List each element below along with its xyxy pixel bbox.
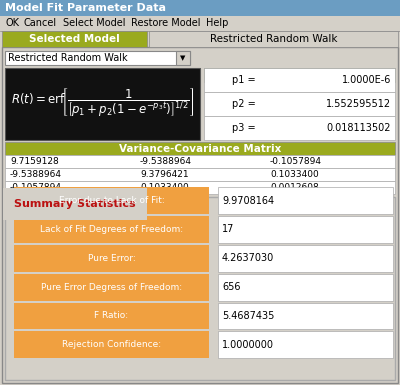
Text: Restricted Random Walk: Restricted Random Walk	[8, 53, 128, 63]
FancyBboxPatch shape	[218, 216, 393, 243]
Text: Parameters: Parameters	[266, 70, 334, 80]
Text: -9.5388964: -9.5388964	[10, 170, 62, 179]
FancyBboxPatch shape	[218, 187, 393, 214]
FancyBboxPatch shape	[218, 245, 393, 272]
FancyBboxPatch shape	[14, 331, 209, 358]
Text: 9.9708164: 9.9708164	[222, 196, 274, 206]
FancyBboxPatch shape	[5, 197, 395, 380]
FancyBboxPatch shape	[0, 0, 400, 16]
FancyBboxPatch shape	[14, 245, 209, 272]
FancyBboxPatch shape	[2, 31, 147, 47]
FancyBboxPatch shape	[5, 181, 395, 194]
Text: 17: 17	[222, 224, 234, 234]
Text: Restore Model: Restore Model	[131, 18, 200, 28]
Text: 0.1033400: 0.1033400	[140, 183, 189, 192]
Text: Variance-Covariance Matrix: Variance-Covariance Matrix	[119, 144, 281, 154]
Text: 0.1033400: 0.1033400	[270, 170, 319, 179]
FancyBboxPatch shape	[14, 216, 209, 243]
FancyBboxPatch shape	[5, 142, 395, 155]
Text: OK: OK	[5, 18, 19, 28]
Text: Error due to Lack of Fit:: Error due to Lack of Fit:	[59, 196, 164, 205]
FancyBboxPatch shape	[5, 51, 190, 65]
Text: 9.3796421: 9.3796421	[140, 170, 189, 179]
FancyBboxPatch shape	[14, 274, 209, 301]
FancyBboxPatch shape	[176, 51, 190, 65]
FancyBboxPatch shape	[204, 68, 395, 82]
Text: Selected Model: Selected Model	[29, 34, 120, 44]
FancyBboxPatch shape	[204, 68, 395, 92]
Text: p2 =: p2 =	[232, 99, 256, 109]
Text: 5.4687435: 5.4687435	[222, 311, 274, 321]
Text: F Ratio:: F Ratio:	[94, 311, 128, 320]
Text: Restricted Random Walk: Restricted Random Walk	[210, 34, 337, 44]
FancyBboxPatch shape	[218, 274, 393, 301]
FancyBboxPatch shape	[149, 31, 398, 47]
FancyBboxPatch shape	[5, 68, 200, 140]
Text: p3 =: p3 =	[232, 123, 256, 133]
Text: 4.2637030: 4.2637030	[222, 253, 274, 263]
Text: ▼: ▼	[180, 55, 186, 61]
FancyBboxPatch shape	[218, 303, 393, 329]
Text: 656: 656	[222, 282, 240, 292]
Text: 1.0000E-6: 1.0000E-6	[342, 75, 391, 85]
Text: 1.552595512: 1.552595512	[326, 99, 391, 109]
FancyBboxPatch shape	[204, 92, 395, 116]
Text: -9.5388964: -9.5388964	[140, 157, 192, 166]
FancyBboxPatch shape	[5, 168, 395, 181]
Text: Help: Help	[206, 18, 228, 28]
Text: p1 =: p1 =	[232, 75, 256, 85]
Text: Model Fit Parameter Data: Model Fit Parameter Data	[5, 3, 166, 13]
Text: Cancel: Cancel	[23, 18, 56, 28]
Text: Pure Error:: Pure Error:	[88, 254, 135, 263]
Text: -0.1057894: -0.1057894	[10, 183, 62, 192]
FancyBboxPatch shape	[14, 303, 209, 329]
Text: 1.0000000: 1.0000000	[222, 340, 274, 350]
Text: 0.018113502: 0.018113502	[326, 123, 391, 133]
FancyBboxPatch shape	[5, 155, 395, 168]
FancyBboxPatch shape	[2, 47, 398, 383]
Text: 0.0012608: 0.0012608	[270, 183, 319, 192]
FancyBboxPatch shape	[218, 331, 393, 358]
Text: 9.7159128: 9.7159128	[10, 157, 59, 166]
Text: Rejection Confidence:: Rejection Confidence:	[62, 340, 161, 349]
FancyBboxPatch shape	[204, 116, 395, 140]
Text: $R(t) = \mathrm{erf}\!\left[\dfrac{1}{\left[p_1+p_2(1-e^{-p_3 t})\right]^{1/2}}\: $R(t) = \mathrm{erf}\!\left[\dfrac{1}{\l…	[11, 86, 194, 118]
FancyBboxPatch shape	[14, 187, 209, 214]
Text: Select Model: Select Model	[63, 18, 126, 28]
FancyBboxPatch shape	[0, 16, 400, 30]
Text: -0.1057894: -0.1057894	[270, 157, 322, 166]
Text: Summary Statistics: Summary Statistics	[14, 199, 136, 209]
Text: Lack of Fit Degrees of Freedom:: Lack of Fit Degrees of Freedom:	[40, 225, 183, 234]
Text: Pure Error Degress of Freedom:: Pure Error Degress of Freedom:	[41, 283, 182, 291]
